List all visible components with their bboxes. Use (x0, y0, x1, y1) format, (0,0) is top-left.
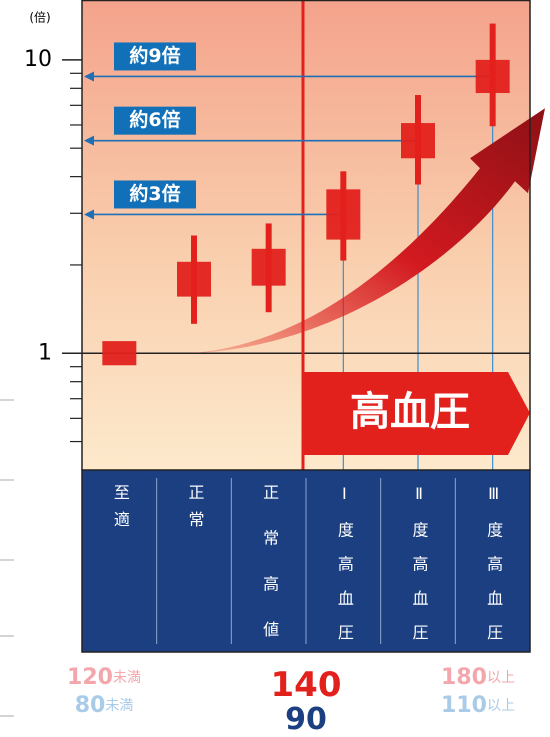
x-tick-label: Ⅲ度高血圧 (484, 484, 503, 658)
candle-box (475, 59, 510, 94)
x-tick-label: Ⅱ度高血圧 (410, 484, 429, 658)
y-tick-label: 10 (24, 47, 52, 72)
arrow-head (84, 135, 94, 146)
x-tick-label: 正常高値 (260, 484, 279, 667)
annotation-box (114, 42, 196, 71)
x-tick-label: 正常 (186, 484, 205, 538)
annotation-box (114, 180, 196, 209)
bp-label: 120未満 (67, 665, 141, 690)
bp-number: 110 (441, 693, 487, 718)
y-tick-label: 1 (38, 340, 52, 365)
margin-marks (0, 399, 14, 717)
arrow-head (84, 71, 94, 82)
bp-unit: 未満 (105, 698, 133, 714)
bp-label: 140 (271, 665, 342, 705)
bp-number: 90 (285, 702, 327, 737)
banner-label: 高血圧 (350, 389, 470, 435)
candle-box (177, 261, 211, 297)
candle-box (251, 248, 286, 286)
unit-label: (倍) (29, 10, 50, 25)
banner (303, 372, 530, 455)
bp-number: 120 (67, 665, 113, 690)
bp-unit: 未満 (113, 670, 141, 686)
bp-label: 110以上 (441, 693, 515, 718)
annotation-box (114, 106, 196, 135)
bp-label: 90 (285, 702, 327, 737)
x-tick-label: 至適 (111, 484, 130, 538)
arrow-head (84, 209, 94, 220)
candle-box (102, 341, 137, 366)
annotation-label: 約9倍 (129, 44, 180, 67)
x-tick-label: Ⅰ度高血圧 (335, 484, 354, 658)
annotation-label: 約6倍 (129, 108, 180, 131)
candle-box (326, 189, 361, 240)
bp-unit: 以上 (487, 698, 515, 714)
bp-number: 140 (271, 665, 342, 705)
bp-label: 180以上 (441, 665, 515, 690)
trend-arrow (190, 108, 545, 354)
bp-number: 80 (75, 693, 106, 718)
candle-box (401, 123, 435, 159)
bp-number: 180 (441, 665, 487, 690)
bp-unit: 以上 (487, 670, 515, 686)
bp-label: 80未満 (75, 693, 134, 718)
annotation-label: 約3倍 (129, 182, 180, 205)
